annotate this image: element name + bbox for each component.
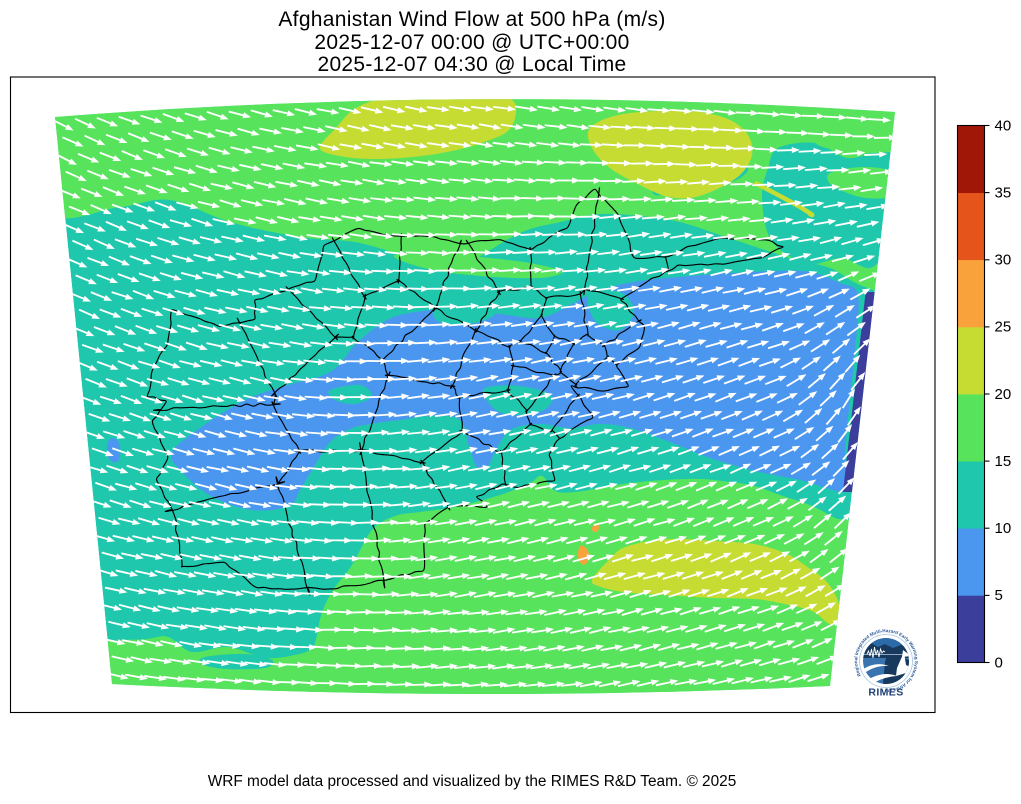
svg-text:30: 30 [995, 252, 1012, 269]
svg-text:2025-12-07 00:00 @ UTC+00:00: 2025-12-07 00:00 @ UTC+00:00 [314, 31, 629, 54]
svg-text:RIMES: RIMES [868, 687, 903, 699]
svg-text:35: 35 [995, 184, 1012, 201]
svg-text:2025-12-07 04:30 @ Local Time: 2025-12-07 04:30 @ Local Time [317, 53, 626, 76]
svg-text:40: 40 [995, 117, 1012, 134]
svg-text:5: 5 [995, 587, 1003, 604]
svg-text:15: 15 [995, 453, 1012, 470]
svg-text:WRF model data processed and v: WRF model data processed and visualized … [208, 773, 737, 790]
svg-text:25: 25 [995, 319, 1012, 336]
svg-text:20: 20 [995, 386, 1012, 403]
svg-text:10: 10 [995, 520, 1012, 537]
svg-text:0: 0 [995, 654, 1003, 671]
svg-text:Afghanistan Wind Flow at 500 h: Afghanistan Wind Flow at 500 hPa (m/s) [278, 8, 665, 31]
